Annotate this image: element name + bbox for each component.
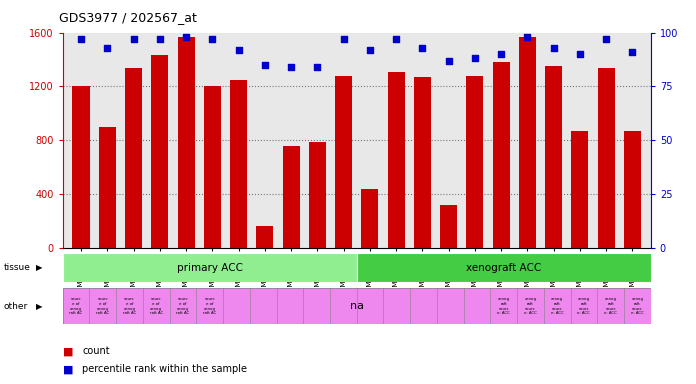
Bar [230,79,247,248]
Text: sourc
e of
xenog
raft AC: sourc e of xenog raft AC [123,297,136,315]
Point [627,49,638,55]
Text: ■: ■ [63,364,73,374]
Text: sourc
e of
xenog
raft AC: sourc e of xenog raft AC [203,297,216,315]
Bar [99,127,116,248]
Point [155,36,166,42]
Text: primary ACC: primary ACC [177,263,243,273]
Bar [335,76,352,248]
Point [390,36,402,42]
Point [259,62,270,68]
Text: GDS3977 / 202567_at: GDS3977 / 202567_at [59,12,197,25]
Bar [361,189,379,248]
Point [443,58,454,64]
Bar [177,36,195,248]
Text: tissue: tissue [3,263,31,272]
Point [496,51,507,57]
Point [364,47,375,53]
Point [102,45,113,51]
Text: ■: ■ [63,346,73,356]
Text: ▶: ▶ [36,302,42,311]
Text: sourc
e of
xenog
raft AC: sourc e of xenog raft AC [150,297,163,315]
Bar [256,226,274,248]
Bar [624,131,641,248]
Text: other: other [3,302,28,311]
Point [128,36,139,42]
Text: na: na [349,301,364,311]
Text: xenograft ACC: xenograft ACC [466,263,541,273]
Point [417,45,428,51]
Bar [356,253,651,282]
Bar [151,55,168,248]
Text: xenog
raft
sourc
e: ACC: xenog raft sourc e: ACC [604,297,617,315]
Bar [309,142,326,248]
Point [233,47,244,53]
Bar [519,36,536,248]
Text: count: count [82,346,110,356]
Bar [440,205,457,248]
Point [312,64,323,70]
Text: xenog
raft
sourc
e: ACC: xenog raft sourc e: ACC [578,297,590,315]
Bar [466,76,484,248]
Bar [388,71,404,248]
Point [522,34,533,40]
Bar [63,253,356,282]
Bar [72,86,90,248]
Bar [125,68,142,248]
Text: xenog
raft
sourc
e: ACC: xenog raft sourc e: ACC [551,297,564,315]
Text: xenog
raft
sourc
e: ACC: xenog raft sourc e: ACC [631,297,644,315]
Bar [204,86,221,248]
Point [285,64,296,70]
Text: xenog
raft
sourc
e: ACC: xenog raft sourc e: ACC [498,297,510,315]
Bar [493,62,509,248]
Bar [598,68,615,248]
Point [574,51,585,57]
Bar [283,146,299,248]
Point [338,36,349,42]
Point [75,36,86,42]
Text: ▶: ▶ [36,263,42,272]
Bar [414,77,431,248]
Text: percentile rank within the sample: percentile rank within the sample [82,364,247,374]
Text: xenog
raft
sourc
e: ACC: xenog raft sourc e: ACC [524,297,537,315]
Text: sourc
e of
xenog
raft AC: sourc e of xenog raft AC [70,297,83,315]
Point [180,34,191,40]
Point [601,36,612,42]
Text: sourc
e of
xenog
raft AC: sourc e of xenog raft AC [96,297,109,315]
Point [548,45,559,51]
Point [207,36,218,42]
Bar [545,66,562,248]
Text: sourc
e of
xenog
raft AC: sourc e of xenog raft AC [176,297,189,315]
Point [469,55,480,61]
Bar [571,131,588,248]
